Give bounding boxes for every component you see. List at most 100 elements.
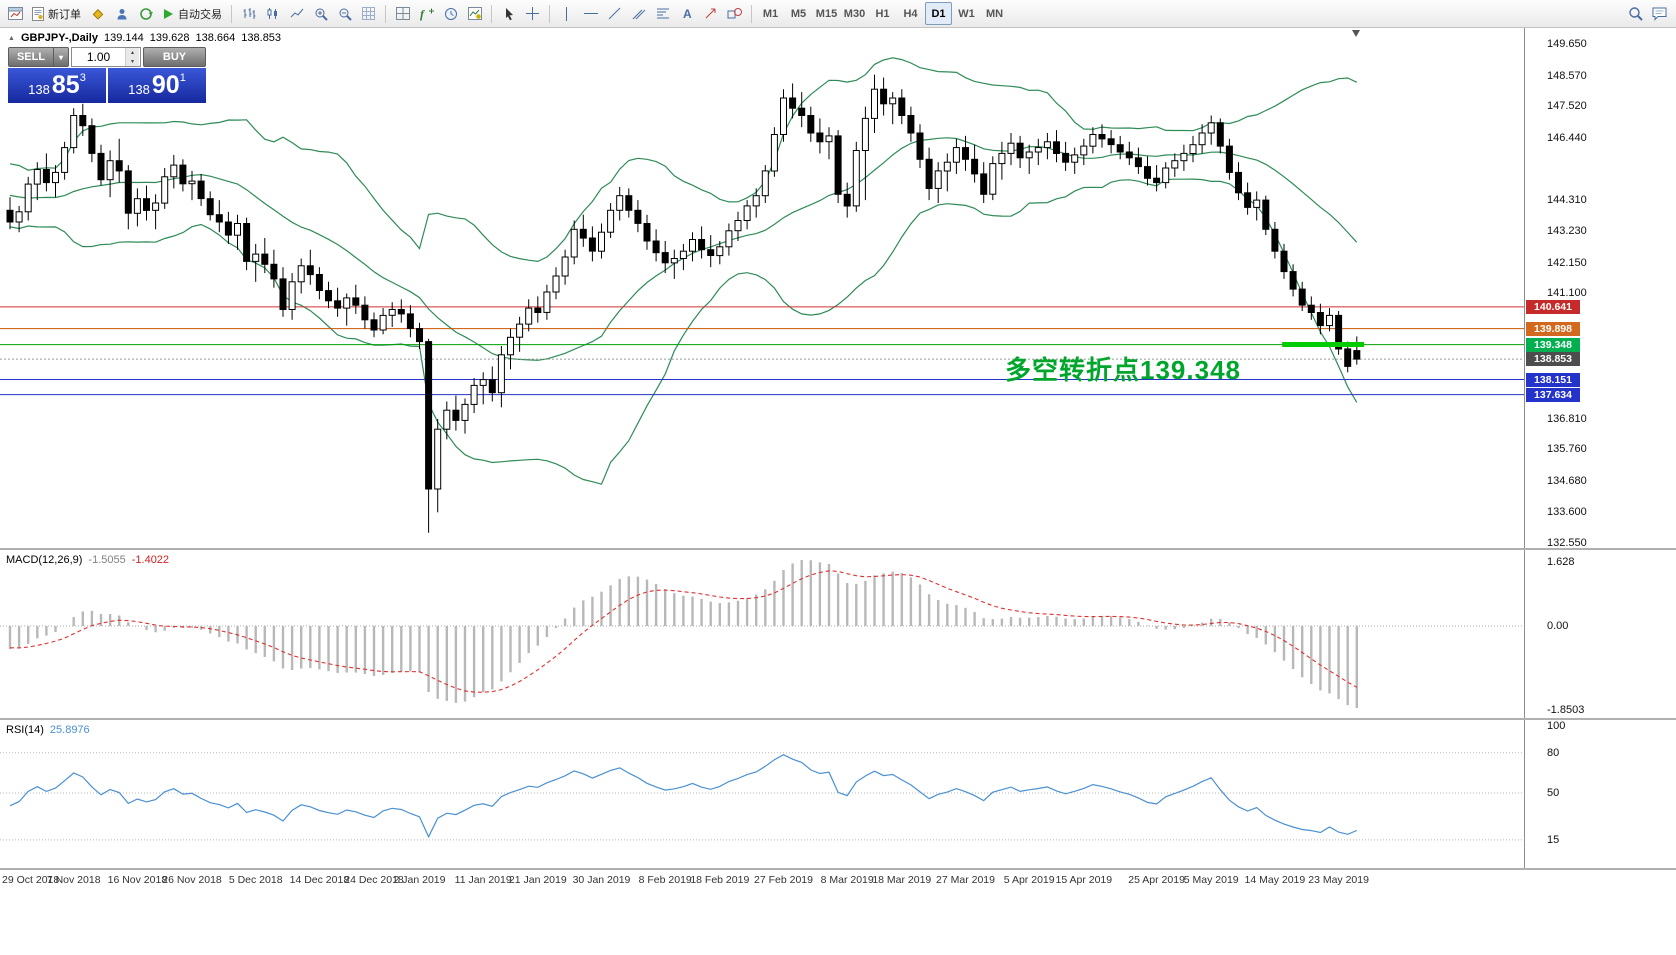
toolbar-separator (385, 4, 386, 23)
volume-up-button[interactable]: ▴ (126, 48, 139, 57)
fibonacci-button[interactable] (651, 2, 674, 25)
market-watch-button[interactable] (134, 2, 157, 25)
trendline-button[interactable] (603, 2, 626, 25)
rsi-chart[interactable] (0, 720, 1524, 868)
new-order-label: 新订单 (48, 8, 81, 21)
time-axis-label: 27 Mar 2019 (936, 874, 995, 886)
market-watch-icon (139, 7, 153, 20)
rsi-panel: RSI(14) 25.8976 (0, 720, 1524, 868)
time-axis-label: 21 Jan 2019 (508, 874, 567, 886)
price-chart[interactable] (0, 28, 1524, 548)
time-axis-label: 5 May 2019 (1183, 874, 1239, 886)
volume-down-button[interactable]: ▾ (126, 57, 139, 66)
time-axis-label: 11 Jan 2019 (454, 874, 512, 886)
time-axis-label: 14 May 2019 (1244, 874, 1306, 886)
time-axis[interactable]: 29 Oct 2018 7 Nov 2018 16 Nov 2018 26 Nov 2… (0, 871, 1676, 891)
zoom-in-button[interactable] (309, 2, 332, 25)
zoom-out-icon (339, 8, 352, 21)
fibonacci-icon (656, 8, 669, 19)
macd-scale-label: 1.628 (1547, 556, 1575, 568)
macd-signal-value: -1.4022 (131, 554, 170, 566)
timeframe-m30-button[interactable]: M30 (841, 2, 868, 25)
grid-button[interactable] (357, 2, 380, 25)
price-scale-label: 135.760 (1547, 443, 1587, 456)
trendline-icon (608, 7, 621, 20)
chart-shift-marker[interactable] (1352, 30, 1360, 37)
templates-icon (467, 7, 482, 20)
ohlc-high: 139.628 (149, 32, 190, 44)
timeframe-w1-button[interactable]: W1 (953, 2, 980, 25)
buy-price-box[interactable]: 138 90 1 (108, 68, 206, 103)
periods-clock-icon (444, 7, 457, 20)
timeframe-h4-button[interactable]: H4 (897, 2, 924, 25)
one-click-collapse-icon[interactable]: ▲ (8, 34, 15, 42)
horizontal-line-button[interactable] (579, 2, 602, 25)
text-button[interactable]: A (675, 2, 698, 25)
time-axis-label: 16 Nov 2018 (107, 874, 168, 886)
price-tag: 139.898 (1526, 321, 1580, 336)
periods-button[interactable] (439, 2, 462, 25)
one-click-top-row: SELL ▾ ▴ ▾ BUY (8, 47, 206, 67)
ohlc-low: 138.664 (195, 32, 236, 44)
autotrading-button[interactable]: 自动交易 (158, 2, 226, 25)
bar-chart-button[interactable] (237, 2, 260, 25)
text-icon: A (683, 7, 692, 20)
templates-button[interactable] (463, 2, 486, 25)
profile-icon (117, 8, 126, 19)
timeframe-m5-button[interactable]: M5 (785, 2, 812, 25)
new-order-button[interactable]: 新订单 (28, 2, 85, 25)
price-tag: 138.853 (1526, 352, 1580, 367)
macd-chart[interactable] (0, 550, 1524, 718)
chart-annotation-text[interactable]: 多空转折点139.348 (1005, 355, 1241, 385)
metaeditor-button[interactable] (86, 2, 109, 25)
arrow-object-button[interactable] (699, 2, 722, 25)
timeframe-h1-button[interactable]: H1 (869, 2, 896, 25)
price-scale-label: 147.520 (1547, 100, 1587, 113)
price-tag: 140.641 (1526, 299, 1580, 314)
time-axis-label: 18 Mar 2019 (872, 874, 932, 886)
search-button[interactable] (1624, 2, 1647, 25)
indicators-button[interactable]: f (415, 2, 438, 25)
price-tag: 138.151 (1526, 372, 1580, 387)
time-axis-label: 30 Jan 2019 (572, 874, 631, 886)
arrow-object-icon (705, 8, 716, 19)
zoom-out-button[interactable] (333, 2, 356, 25)
time-axis-label: 8 Feb 2019 (638, 874, 692, 886)
equidistant-channel-button[interactable] (627, 2, 650, 25)
panel-separator[interactable] (0, 548, 1676, 550)
ohlc-close: 138.853 (241, 32, 282, 44)
sell-price-box[interactable]: 138 85 3 (8, 68, 106, 103)
new-chart-button[interactable] (4, 2, 27, 25)
timeframe-d1-button[interactable]: D1 (925, 2, 952, 25)
shapes-button[interactable] (723, 2, 746, 25)
chat-button[interactable] (1648, 2, 1672, 25)
line-chart-icon (290, 8, 303, 18)
price-scale-label: 143.230 (1547, 225, 1587, 238)
line-chart-button[interactable] (285, 2, 308, 25)
price-tag: 137.634 (1526, 387, 1580, 402)
sell-dropdown-button[interactable]: ▾ (54, 47, 69, 67)
candlestick-chart-button[interactable] (261, 2, 284, 25)
toolbar-separator (549, 4, 550, 23)
crosshair-button[interactable] (521, 2, 544, 25)
price-scale[interactable]: 149.650 148.570 147.520 146.440 144.310 143.2… (1524, 28, 1676, 868)
price-scale-label: 146.440 (1547, 131, 1587, 144)
time-axis-label: 5 Apr 2019 (1003, 874, 1055, 886)
new-chart-icon (8, 7, 23, 20)
volume-input[interactable] (72, 48, 125, 66)
cursor-button[interactable] (497, 2, 520, 25)
timeframe-mn-button[interactable]: MN (981, 2, 1008, 25)
buy-button[interactable]: BUY (143, 47, 206, 67)
rsi-label: RSI(14) (6, 724, 44, 736)
macd-scale-label: 0.00 (1547, 620, 1569, 632)
panel-separator[interactable] (0, 718, 1676, 720)
sell-button[interactable]: SELL (8, 47, 54, 67)
vertical-line-button[interactable] (555, 2, 578, 25)
tile-windows-button[interactable] (391, 2, 414, 25)
volume-box: ▴ ▾ (71, 47, 141, 67)
price-scale-label: 134.680 (1547, 474, 1587, 487)
timeframe-m1-button[interactable]: M1 (757, 2, 784, 25)
profiles-button[interactable] (110, 2, 133, 25)
rsi-scale-label: 15 (1547, 833, 1560, 846)
timeframe-m15-button[interactable]: M15 (813, 2, 840, 25)
